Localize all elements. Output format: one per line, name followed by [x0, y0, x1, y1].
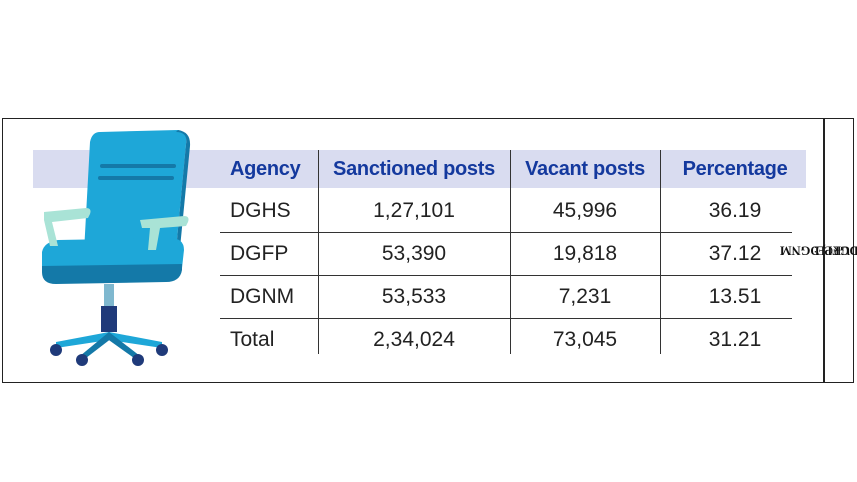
column-header-agency: Agency — [230, 158, 301, 180]
percentage-cell: 37.12 — [708, 242, 762, 265]
column-divider — [660, 150, 661, 354]
agency-cell: Total — [230, 328, 275, 351]
vacant-cell: 73,045 — [552, 328, 618, 351]
sanctioned-cell: 53,390 — [381, 242, 447, 265]
table-row: DGHS 1,27,101 45,996 36.19 — [220, 192, 810, 230]
table-row: DGFP 53,390 19,818 37.12 — [220, 235, 810, 273]
row-divider — [220, 318, 792, 319]
office-chair-icon — [42, 130, 191, 366]
agency-cell: DGNM — [230, 285, 295, 308]
sanctioned-cell: 1,27,101 — [373, 199, 455, 222]
sanctioned-cell: 53,533 — [381, 285, 447, 308]
percentage-cell: 31.21 — [708, 328, 762, 351]
column-header-percentage: Percentage — [682, 158, 788, 180]
column-header-sanctioned-posts: Sanctioned posts — [333, 158, 495, 180]
row-divider — [220, 232, 792, 233]
column-divider — [318, 150, 319, 354]
vacant-cell: 7,231 — [558, 285, 612, 308]
agency-cell: DGHS — [230, 199, 291, 222]
table-row-total: Total 2,34,024 73,045 31.21 — [220, 321, 810, 359]
agency-cell: DGFP — [230, 242, 289, 265]
percentage-cell: 13.51 — [708, 285, 762, 308]
vacant-cell: 45,996 — [552, 199, 618, 222]
table-header-row: Agency Sanctioned posts Vacant posts Per… — [220, 150, 810, 188]
table-row: DGNM 53,533 7,231 13.51 — [220, 278, 810, 316]
column-divider — [510, 150, 511, 354]
percentage-cell: 36.19 — [708, 199, 762, 222]
column-header-vacant-posts: Vacant posts — [525, 158, 645, 180]
sanctioned-cell: 2,34,024 — [373, 328, 455, 351]
source-divider — [823, 118, 825, 383]
row-divider — [220, 275, 792, 276]
vacant-cell: 19,818 — [552, 242, 618, 265]
